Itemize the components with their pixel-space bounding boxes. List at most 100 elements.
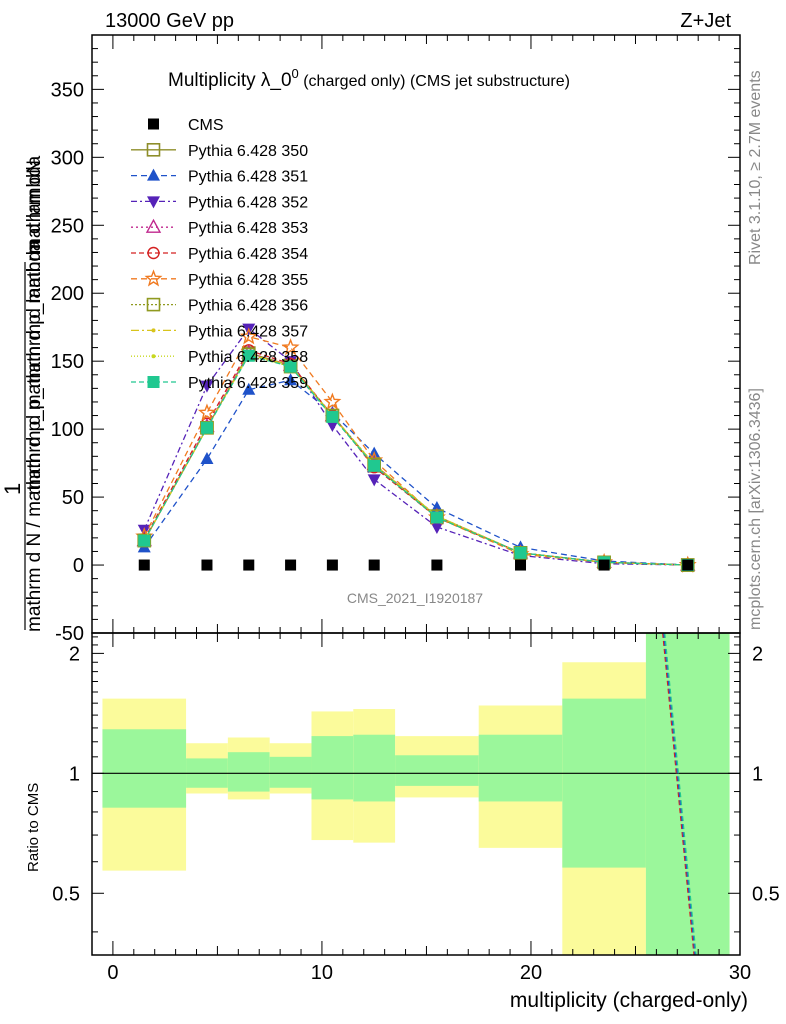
legend-label-s355: Pythia 6.428 355 bbox=[188, 272, 308, 289]
point-s359-2 bbox=[242, 349, 255, 362]
cms-point-3 bbox=[285, 559, 297, 571]
ratio-ytick-label-0.5: 0.5 bbox=[52, 883, 80, 905]
xtick-label-30: 30 bbox=[729, 962, 751, 984]
point-s352-1 bbox=[200, 380, 214, 393]
cms-point-5 bbox=[368, 559, 380, 571]
ylabel-top: mathrm dN bbox=[24, 160, 45, 254]
rivet-label: Rivet 3.1.10, ≥ 2.7M events bbox=[747, 70, 764, 265]
legend-marker-s353 bbox=[145, 218, 162, 233]
xtick-label-0: 0 bbox=[107, 962, 118, 984]
legend-marker-s357 bbox=[151, 328, 156, 333]
point-s359-6 bbox=[430, 511, 443, 524]
cms-point-0 bbox=[138, 559, 150, 571]
legend-marker-s358 bbox=[151, 354, 156, 359]
point-s359-3 bbox=[284, 360, 297, 373]
inner-band-bin-3 bbox=[269, 756, 312, 788]
mcplots-label: mcplots.cern.ch [arXiv:1306.3436] bbox=[747, 388, 764, 630]
legend-label-s354: Pythia 6.428 354 bbox=[188, 246, 308, 263]
legend-marker-cms bbox=[148, 118, 159, 130]
x-axis-label: multiplicity (charged-only) bbox=[510, 989, 748, 1012]
axes: -50 0 50 100 150 200 250 300 350 0 10 20 30 0.5 0.5 1 1 2… bbox=[51, 34, 780, 984]
ratio-line-1 bbox=[663, 632, 696, 956]
ylabel-bottom: mathrm d N / mathrm d p_mathrm d p_mathr… bbox=[24, 155, 45, 632]
point-s355-3 bbox=[281, 338, 300, 356]
cms-point-2 bbox=[243, 559, 255, 571]
main-ytick-label-200: 200 bbox=[51, 283, 84, 305]
header-right: Z+Jet bbox=[680, 10, 731, 32]
ratio-line-0 bbox=[662, 632, 695, 956]
point-s352-4 bbox=[325, 420, 339, 433]
legend-marker-s350 bbox=[146, 143, 161, 157]
ratio-frame bbox=[91, 632, 741, 956]
point-s355-1 bbox=[197, 403, 216, 421]
legend: CMS Pythia 6.428 350 Pythia 6.428 351 Pythi… bbox=[131, 117, 308, 392]
ratio-ytick-label-2: 2 bbox=[69, 643, 80, 665]
cms-point-6 bbox=[431, 559, 443, 571]
inner-band-bin-8 bbox=[562, 698, 646, 868]
ratio-ylabel: Ratio to CMS bbox=[25, 783, 42, 872]
point-s359-7 bbox=[514, 546, 527, 559]
main-ytick-label-350: 350 bbox=[51, 79, 84, 101]
point-s351-1 bbox=[200, 452, 214, 465]
legend-label-s356: Pythia 6.428 356 bbox=[188, 298, 308, 315]
legend-marker-s356 bbox=[146, 297, 161, 312]
inner-band-bin-6 bbox=[395, 755, 479, 786]
legend-label-s358: Pythia 6.428 358 bbox=[188, 349, 308, 366]
legend-label-s357: Pythia 6.428 357 bbox=[188, 323, 308, 340]
point-s351-2 bbox=[242, 382, 256, 395]
legend-label-s350: Pythia 6.428 350 bbox=[188, 143, 308, 160]
inner-band-bin-0 bbox=[102, 729, 187, 808]
main-ytick-label--50: -50 bbox=[55, 623, 84, 645]
point-s359-5 bbox=[368, 459, 381, 472]
point-s352-6 bbox=[430, 521, 444, 534]
line-s352 bbox=[143, 327, 688, 566]
main-ytick-label-300: 300 bbox=[51, 147, 84, 169]
point-s355-2 bbox=[239, 327, 258, 345]
main-ytick-label-0: 0 bbox=[73, 555, 84, 577]
legend-label-s351: Pythia 6.428 351 bbox=[188, 169, 308, 186]
legend-marker-s355 bbox=[144, 269, 163, 287]
header-left: 13000 GeV pp bbox=[105, 10, 234, 32]
inner-band-bin-2 bbox=[227, 752, 270, 792]
inner-band-bin-5 bbox=[353, 734, 396, 802]
ratio-line-2 bbox=[664, 632, 697, 956]
ratio-uncertainty-bands bbox=[102, 633, 730, 955]
inner-band-bin-4 bbox=[311, 736, 354, 800]
main-ytick-label-250: 250 bbox=[51, 215, 84, 237]
point-s359-4 bbox=[326, 410, 339, 423]
ratio-ytick-label-1: 1 bbox=[69, 763, 80, 785]
point-s351-3 bbox=[284, 373, 298, 386]
legend-label-s353: Pythia 6.428 353 bbox=[188, 220, 308, 237]
point-s359-0 bbox=[138, 534, 151, 547]
point-s355-4 bbox=[323, 392, 342, 410]
main-ytick-label-50: 50 bbox=[62, 487, 84, 509]
inner-band-bin-7 bbox=[478, 734, 563, 802]
cms-point-8 bbox=[598, 559, 610, 571]
analysis-watermark: CMS_2021_I1920187 bbox=[347, 590, 483, 606]
legend-label-cms: CMS bbox=[188, 117, 224, 134]
line-s355 bbox=[143, 335, 688, 566]
cms-point-7 bbox=[515, 559, 527, 571]
legend-marker-s351 bbox=[147, 168, 160, 181]
legend-marker-s352 bbox=[147, 196, 160, 209]
cms-point-4 bbox=[326, 559, 338, 571]
ratio-ytick-label-right-0.5: 0.5 bbox=[752, 883, 780, 905]
legend-marker-s359 bbox=[147, 376, 160, 388]
cms-point-1 bbox=[201, 559, 213, 571]
legend-label-s359: Pythia 6.428 359 bbox=[188, 375, 308, 392]
main-ylabel: mathrm dN mathrm d p_mathrm d lambda 1 m… bbox=[0, 155, 45, 632]
main-title: Multiplicity λ_00 (charged only) (CMS je… bbox=[168, 66, 570, 91]
xtick-label-20: 20 bbox=[520, 962, 542, 984]
point-s352-5 bbox=[367, 474, 381, 487]
line-s351 bbox=[143, 379, 688, 566]
legend-marker-s354 bbox=[147, 246, 160, 260]
ratio-lines bbox=[662, 632, 697, 956]
series-cms bbox=[138, 559, 694, 571]
cms-point-9 bbox=[682, 559, 694, 571]
ylabel-mid: mathrm d p_mathrm d lambda bbox=[24, 240, 45, 495]
point-s359-1 bbox=[200, 421, 213, 434]
main-ytick-label-150: 150 bbox=[51, 351, 84, 373]
legend-label-s352: Pythia 6.428 352 bbox=[188, 194, 308, 211]
ratio-ytick-label-right-2: 2 bbox=[752, 643, 763, 665]
